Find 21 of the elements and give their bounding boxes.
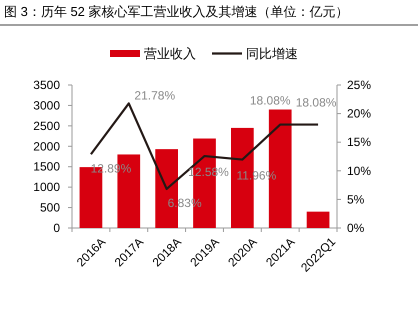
y-tick-label: 1000 (33, 180, 60, 194)
y-tick-label: 3500 (33, 78, 60, 92)
y2-tick-label: 25% (347, 78, 372, 92)
chart-title: 图 3：历年 52 家核心军工营业收入及其增速（单位：亿元） (4, 4, 349, 19)
y-tick-label: 2500 (33, 118, 60, 133)
y-tick-label: 500 (40, 200, 60, 215)
data-label: 18.08% (250, 94, 291, 108)
legend-label: 同比增速 (246, 46, 298, 61)
y2-tick-label: 15% (347, 135, 372, 150)
y-tick-label: 0 (53, 221, 60, 235)
y-tick-label: 1500 (33, 160, 60, 174)
data-label: 21.78% (134, 88, 176, 102)
y2-tick-label: 10% (347, 164, 372, 178)
bar (306, 212, 330, 228)
y-tick-label: 3000 (33, 98, 60, 112)
y2-tick-label: 20% (347, 106, 372, 121)
y-tick-label: 2000 (33, 139, 60, 154)
y2-tick-label: 0% (347, 221, 365, 235)
y2-tick-label: 5% (347, 192, 365, 206)
data-label: 18.08% (296, 96, 337, 110)
legend-label: 营业收入 (144, 46, 196, 61)
